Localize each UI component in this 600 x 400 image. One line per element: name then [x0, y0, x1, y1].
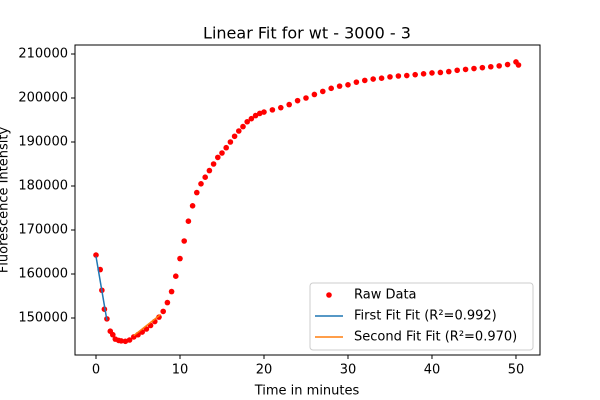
- data-point: [294, 97, 301, 104]
- data-point: [328, 85, 334, 92]
- data-point: [193, 189, 200, 196]
- legend-label: Second Fit Fit (R²=0.970): [354, 330, 517, 345]
- data-point: [454, 67, 460, 74]
- data-point: [471, 65, 477, 72]
- data-point: [130, 334, 137, 340]
- data-point: [240, 123, 246, 130]
- data-point: [231, 133, 238, 140]
- x-tick-label: 40: [424, 363, 441, 378]
- data-point: [181, 238, 187, 244]
- data-point: [210, 161, 217, 167]
- data-point: [311, 91, 318, 98]
- data-point: [168, 288, 175, 295]
- legend-label: First Fit Fit (R²=0.992): [354, 309, 497, 324]
- data-point: [256, 110, 263, 117]
- data-point: [118, 338, 124, 344]
- fit-line: [133, 313, 162, 337]
- data-point: [164, 299, 171, 306]
- data-point: [198, 180, 204, 187]
- data-point: [93, 252, 99, 258]
- data-point: [219, 150, 225, 156]
- data-point: [303, 95, 309, 101]
- data-point: [235, 128, 242, 134]
- data-point: [437, 69, 444, 76]
- data-point: [395, 73, 402, 79]
- data-point: [269, 107, 276, 113]
- y-axis-label: Fluorescence Intensity: [0, 127, 12, 274]
- data-point: [387, 74, 393, 80]
- x-tick-label: 50: [508, 363, 525, 378]
- data-point: [336, 83, 343, 89]
- data-point: [261, 109, 267, 115]
- legend-marker: [326, 292, 332, 298]
- y-tick-label: 210000: [18, 46, 68, 61]
- x-tick-label: 0: [92, 363, 100, 378]
- data-point: [185, 218, 192, 224]
- data-point: [445, 68, 452, 75]
- data-point: [462, 66, 469, 73]
- data-point: [172, 273, 179, 279]
- data-point: [122, 338, 129, 345]
- data-point: [429, 70, 435, 76]
- data-point: [109, 331, 116, 338]
- data-point: [286, 101, 292, 108]
- x-tick-label: 20: [256, 363, 273, 378]
- plot-frame: [74, 44, 541, 356]
- data-point: [378, 75, 385, 81]
- y-tick-label: 170000: [18, 222, 68, 237]
- fit-line: [95, 256, 108, 321]
- data-point: [227, 139, 234, 145]
- x-tick-label: 30: [340, 363, 357, 378]
- y-tick-label: 190000: [18, 134, 68, 149]
- data-point: [504, 61, 511, 68]
- legend-box: [309, 282, 534, 351]
- x-axis-label: Time in minutes: [254, 384, 360, 399]
- chart-title: Linear Fit for wt - 3000 - 3: [203, 24, 411, 43]
- data-point: [496, 63, 502, 69]
- data-point: [353, 79, 360, 85]
- data-point: [487, 63, 494, 70]
- data-point: [420, 70, 427, 77]
- data-point: [515, 62, 522, 68]
- data-point: [345, 81, 351, 88]
- data-point: [189, 202, 196, 209]
- data-point: [206, 167, 213, 174]
- data-point: [156, 314, 162, 320]
- legend-label: Raw Data: [354, 288, 417, 303]
- x-tick-label: 10: [172, 363, 189, 378]
- data-point: [126, 337, 133, 343]
- y-tick-label: 180000: [18, 178, 68, 193]
- data-point: [202, 174, 208, 180]
- data-point: [403, 72, 410, 79]
- y-tick-label: 200000: [18, 90, 68, 105]
- data-point: [177, 255, 183, 262]
- data-point: [479, 64, 486, 71]
- data-point: [319, 88, 326, 95]
- data-point: [248, 115, 255, 122]
- data-point: [160, 308, 166, 315]
- data-point: [277, 104, 284, 111]
- data-point: [412, 71, 418, 78]
- data-point: [214, 154, 221, 161]
- data-point: [370, 76, 376, 82]
- data-point: [252, 112, 259, 119]
- y-tick-label: 160000: [18, 266, 68, 281]
- data-point: [223, 144, 229, 151]
- y-tick-label: 150000: [18, 310, 68, 325]
- data-point: [244, 118, 250, 125]
- data-point: [361, 77, 368, 84]
